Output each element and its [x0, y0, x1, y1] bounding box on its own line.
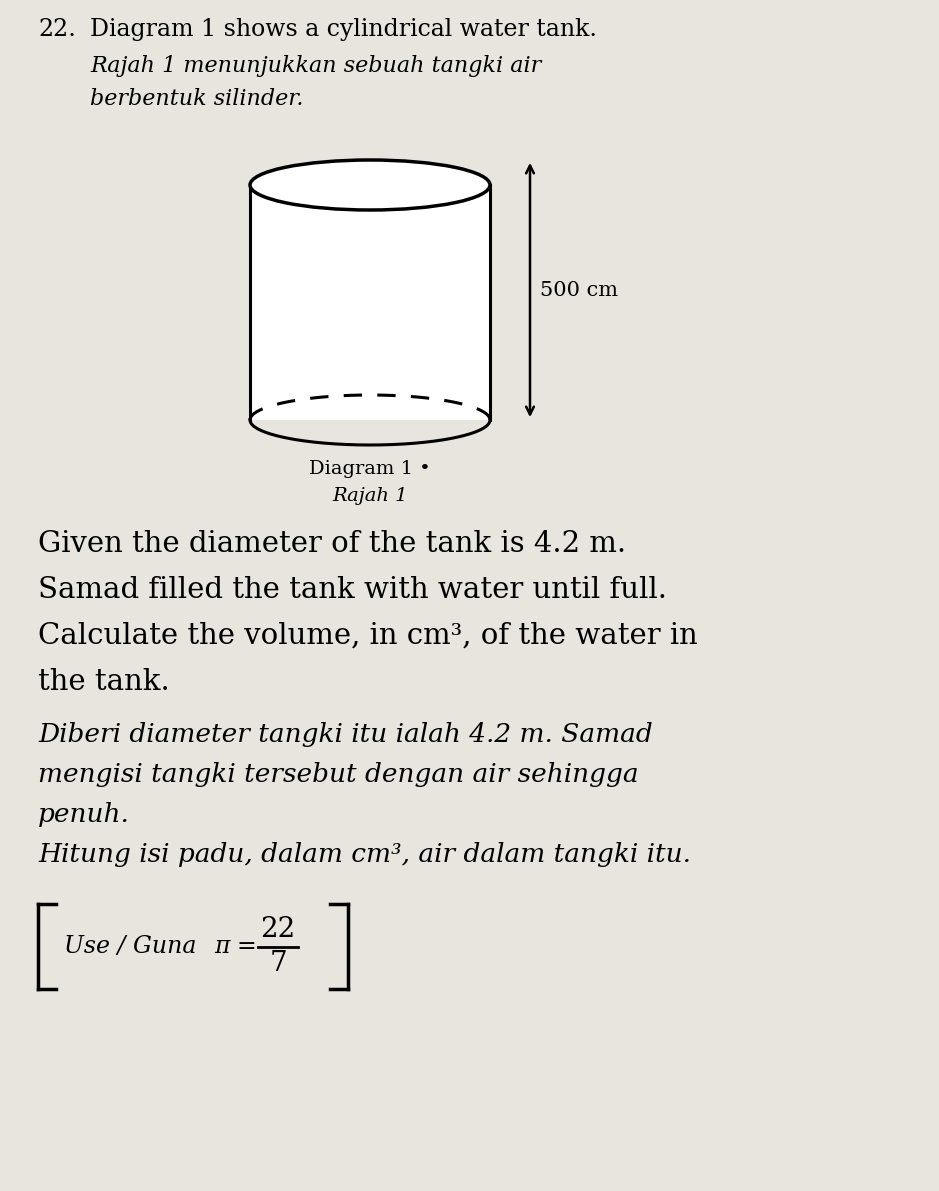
Text: π =: π = [214, 935, 264, 958]
Text: Diberi diameter tangki itu ialah 4.2 m. Samad: Diberi diameter tangki itu ialah 4.2 m. … [38, 722, 653, 747]
Text: 22: 22 [260, 916, 296, 943]
Text: berbentuk silinder.: berbentuk silinder. [90, 88, 303, 110]
Text: penuh.: penuh. [38, 802, 130, 827]
Text: Rajah 1: Rajah 1 [332, 487, 408, 505]
Text: Calculate the volume, in cm³, of the water in: Calculate the volume, in cm³, of the wat… [38, 622, 698, 650]
Bar [250, 185, 490, 420]
Text: Rajah 1 menunjukkan sebuah tangki air: Rajah 1 menunjukkan sebuah tangki air [90, 55, 541, 77]
Text: 500 cm: 500 cm [540, 281, 618, 299]
Text: Samad filled the tank with water until full.: Samad filled the tank with water until f… [38, 576, 667, 604]
Text: the tank.: the tank. [38, 668, 170, 696]
Text: mengisi tangki tersebut dengan air sehingga: mengisi tangki tersebut dengan air sehin… [38, 762, 639, 787]
Text: Diagram 1 shows a cylindrical water tank.: Diagram 1 shows a cylindrical water tank… [90, 18, 597, 40]
Text: 22.: 22. [38, 18, 76, 40]
Ellipse shape [250, 160, 490, 210]
Text: Given the diameter of the tank is 4.2 m.: Given the diameter of the tank is 4.2 m. [38, 530, 626, 559]
Text: Hitung isi padu, dalam cm³, air dalam tangki itu.: Hitung isi padu, dalam cm³, air dalam ta… [38, 842, 691, 867]
Text: 7: 7 [269, 950, 287, 977]
Text: Diagram 1 •: Diagram 1 • [309, 460, 431, 478]
Text: Use / Guna: Use / Guna [64, 935, 204, 958]
